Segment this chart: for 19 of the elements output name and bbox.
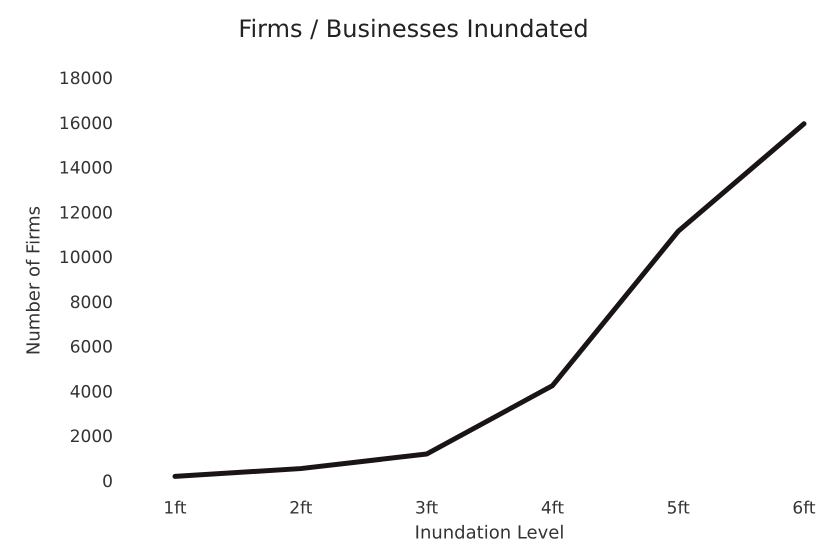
chart-title: Firms / Businesses Inundated bbox=[238, 15, 589, 43]
x-tick-label: 5ft bbox=[666, 498, 690, 518]
x-tick-label: 1ft bbox=[163, 498, 187, 518]
y-tick-label: 6000 bbox=[70, 338, 113, 358]
y-tick-label: 18000 bbox=[58, 69, 113, 89]
y-tick-label: 16000 bbox=[58, 114, 113, 134]
y-tick-label: 14000 bbox=[58, 158, 113, 179]
x-tick-label: 2ft bbox=[289, 498, 313, 518]
y-tick-label: 2000 bbox=[70, 427, 113, 448]
y-tick-label: 8000 bbox=[70, 292, 113, 313]
y-tick-label: 12000 bbox=[58, 203, 113, 224]
y-tick-label: 0 bbox=[102, 472, 113, 492]
x-axis-title: Inundation Level bbox=[414, 522, 564, 544]
x-tick-label: 6ft bbox=[792, 498, 816, 518]
x-tick-label: 3ft bbox=[415, 498, 439, 518]
x-tick-label: 4ft bbox=[540, 498, 564, 518]
y-axis-title: Number of Firms bbox=[24, 206, 44, 356]
y-tick-label: 4000 bbox=[70, 382, 113, 402]
y-tick-label: 10000 bbox=[58, 248, 113, 268]
